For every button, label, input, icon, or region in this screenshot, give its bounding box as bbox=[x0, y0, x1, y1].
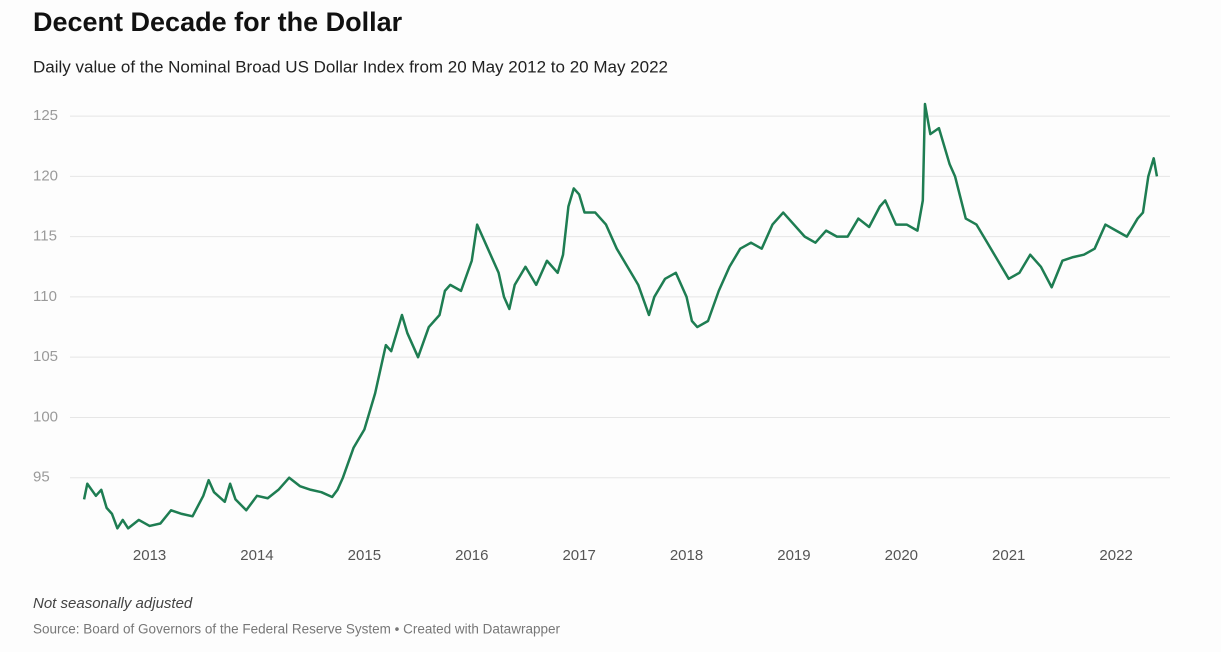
y-tick-label: 105 bbox=[33, 348, 58, 365]
x-tick-label: 2019 bbox=[777, 547, 810, 564]
y-tick-label: 100 bbox=[33, 408, 58, 425]
x-tick-label: 2015 bbox=[348, 547, 381, 564]
x-tick-label: 2016 bbox=[455, 547, 488, 564]
y-tick-label: 125 bbox=[33, 107, 58, 124]
x-tick-label: 2017 bbox=[562, 547, 595, 564]
y-tick-label: 110 bbox=[33, 288, 57, 305]
y-tick-label: 95 bbox=[33, 469, 50, 486]
chart-subtitle: Daily value of the Nominal Broad US Doll… bbox=[33, 57, 668, 76]
x-tick-label: 2020 bbox=[885, 547, 918, 564]
x-tick-label: 2018 bbox=[670, 547, 703, 564]
data-line bbox=[82, 102, 1159, 530]
x-tick-label: 2014 bbox=[240, 547, 273, 564]
y-tick-label: 120 bbox=[33, 167, 58, 184]
x-tick-label: 2022 bbox=[1099, 547, 1132, 564]
chart-source: Source: Board of Governors of the Federa… bbox=[33, 622, 560, 637]
y-tick-label: 115 bbox=[33, 228, 57, 245]
x-tick-label: 2021 bbox=[992, 547, 1025, 564]
chart-note: Not seasonally adjusted bbox=[33, 595, 193, 612]
x-tick-label: 2013 bbox=[133, 547, 166, 564]
chart-title: Decent Decade for the Dollar bbox=[33, 7, 403, 37]
